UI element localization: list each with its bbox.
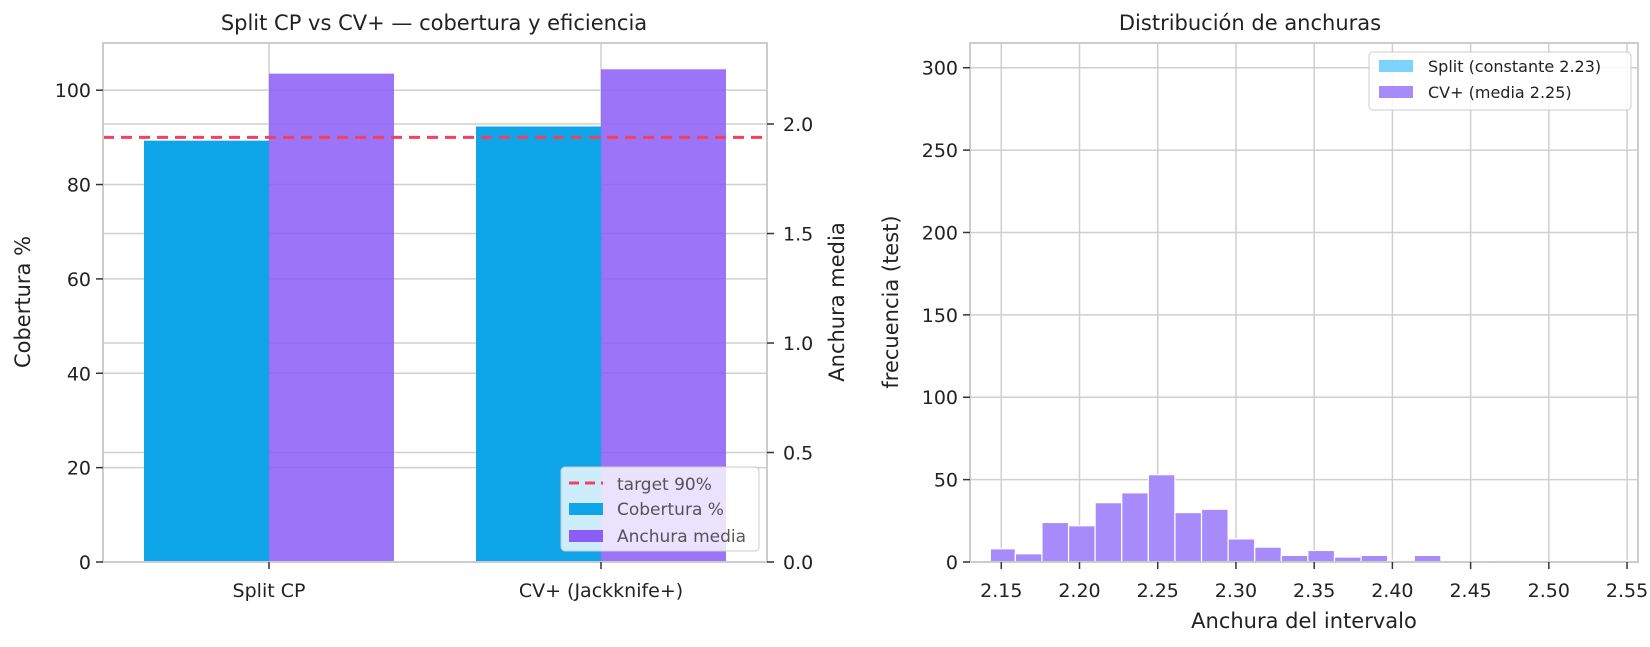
left-y-ticks: 0 20 40 60 80 100 — [55, 80, 103, 574]
legend-coverage-swatch — [569, 503, 603, 515]
legend-cvplus-label: CV+ (media 2.25) — [1428, 83, 1572, 102]
left-legend: target 90% Cobertura % Anchura media — [560, 466, 760, 552]
right-x-tick-label: 2.45 — [1449, 580, 1491, 602]
left-y2-tick-label: 1.5 — [783, 224, 813, 246]
left-y2-ticks: 0.0 0.5 1.0 1.5 2.0 — [767, 114, 813, 574]
left-y-tick-label: 20 — [67, 458, 91, 480]
right-y-tick-label: 300 — [922, 58, 958, 80]
right-x-tick-label: 2.15 — [980, 580, 1022, 602]
right-y-tick-label: 0 — [946, 552, 958, 574]
right-y-ticks: 0 50 100 150 200 250 300 — [922, 58, 970, 574]
right-y-tick-label: 50 — [934, 470, 958, 492]
histogram-bar — [1041, 521, 1070, 563]
legend-width-swatch — [569, 530, 603, 542]
left-x-ticks: Split CP CV+ (Jackknife+) — [233, 562, 683, 602]
legend-split-label: Split (constante 2.23) — [1428, 57, 1601, 76]
left-y-tick-label: 0 — [79, 552, 91, 574]
histogram-bar — [1121, 492, 1149, 563]
left-plot-frame — [102, 42, 768, 563]
right-y-tick-label: 250 — [922, 140, 958, 162]
right-y-tick-label: 100 — [922, 387, 958, 409]
left-y-tick-label: 40 — [67, 363, 91, 385]
left-y-axis-label: Cobertura % — [11, 236, 35, 368]
left-y-tick-label: 60 — [67, 269, 91, 291]
histogram-bar — [1227, 538, 1256, 563]
left-legend-box — [560, 466, 760, 552]
right-x-tick-label: 2.35 — [1293, 580, 1335, 602]
legend-cvplus-swatch — [1379, 86, 1413, 98]
left-y2-tick-label: 2.0 — [783, 114, 813, 136]
histogram-bar — [1254, 546, 1282, 563]
bar-width — [269, 73, 394, 562]
legend-width-label: Anchura media — [617, 527, 746, 547]
left-y2-axis-label: Anchura media — [825, 222, 849, 381]
right-plot-frame — [969, 42, 1639, 563]
histogram-bar — [1094, 502, 1123, 563]
legend-target-label: target 90% — [617, 475, 712, 495]
legend-split-swatch — [1379, 60, 1413, 72]
right-y-tick-label: 150 — [922, 305, 958, 327]
left-y-tick-label: 80 — [67, 175, 91, 197]
right-x-ticks: 2.15 2.20 2.25 2.30 2.35 2.40 2.45 2.50 2.55 — [980, 562, 1648, 602]
right-histogram-bars — [989, 474, 1628, 563]
left-y-tick-label: 100 — [55, 80, 91, 102]
histogram-bar — [989, 548, 1016, 563]
right-legend-box — [1368, 51, 1632, 111]
bar-coverage — [144, 140, 269, 562]
histogram-bar — [1200, 508, 1229, 563]
histogram-bar — [1067, 525, 1096, 563]
left-y2-tick-label: 1.0 — [783, 333, 813, 355]
histogram-bar — [1174, 511, 1203, 563]
right-legend: Split (constante 2.23) CV+ (media 2.25) — [1368, 51, 1632, 111]
right-x-tick-label: 2.50 — [1528, 580, 1570, 602]
right-x-axis-label: Anchura del intervalo — [1191, 609, 1417, 633]
right-x-tick-label: 2.20 — [1058, 580, 1100, 602]
histogram-bar — [1307, 549, 1336, 563]
right-y-axis-label: frecuencia (test) — [879, 215, 903, 388]
legend-coverage-label: Cobertura % — [617, 500, 724, 520]
left-x-tick-label: CV+ (Jackknife+) — [519, 580, 683, 602]
right-chart-title: Distribución de anchuras — [1119, 11, 1381, 35]
left-y2-tick-label: 0.5 — [783, 443, 813, 465]
right-x-tick-label: 2.30 — [1215, 580, 1257, 602]
left-y2-tick-label: 0.0 — [783, 552, 813, 574]
right-x-tick-label: 2.40 — [1371, 580, 1413, 602]
right-y-tick-label: 200 — [922, 222, 958, 244]
histogram-bar — [1147, 474, 1176, 563]
right-panel: Distribución de anchuras 0 50 100 150 200 250… — [879, 11, 1648, 633]
left-x-tick-label: Split CP — [233, 580, 306, 602]
histogram-bar — [1014, 553, 1043, 563]
right-x-tick-label: 2.55 — [1606, 580, 1648, 602]
right-x-tick-label: 2.25 — [1137, 580, 1179, 602]
left-chart-title: Split CP vs CV+ — cobertura y eficiencia — [221, 11, 647, 35]
